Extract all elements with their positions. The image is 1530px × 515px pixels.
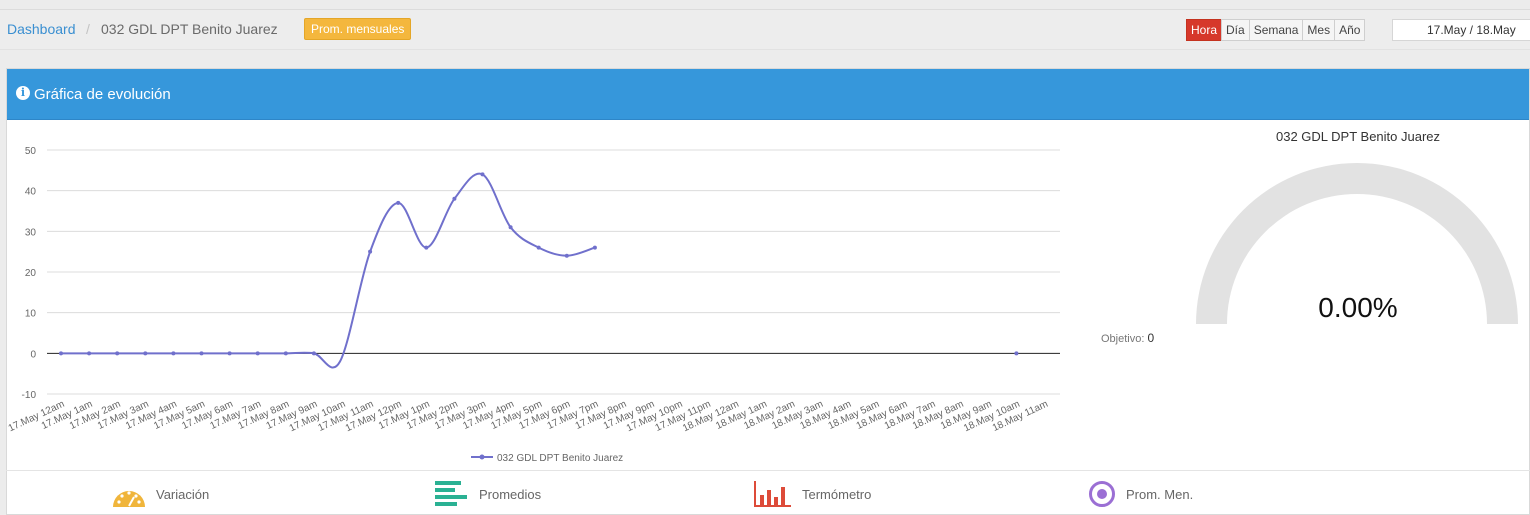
y-tick-label: 50: [25, 146, 37, 157]
data-point[interactable]: [424, 245, 429, 250]
data-point[interactable]: [480, 172, 485, 177]
data-point[interactable]: [283, 351, 288, 356]
y-tick-label: -10: [22, 390, 37, 401]
period-day-button[interactable]: Día: [1221, 19, 1250, 41]
bars-horizontal-icon: [435, 481, 467, 506]
data-point[interactable]: [452, 196, 457, 201]
data-point[interactable]: [1014, 351, 1019, 356]
y-tick-label: 20: [25, 268, 37, 279]
period-year-button[interactable]: Año: [1334, 19, 1366, 41]
variation-tab[interactable]: Variación: [112, 480, 209, 508]
averages-label: Promedios: [479, 486, 542, 502]
monthly-avg-tab[interactable]: Prom. Men.: [1088, 480, 1193, 508]
period-hour-button[interactable]: Hora: [1186, 19, 1223, 41]
target-icon: [1089, 481, 1115, 507]
averages-tab[interactable]: Promedios: [435, 480, 541, 508]
gauge-chart: [1196, 163, 1518, 324]
data-point[interactable]: [59, 351, 63, 356]
data-point[interactable]: [87, 351, 92, 356]
objective-label: Objetivo: 0: [1101, 331, 1154, 345]
footer-divider: [6, 470, 1530, 471]
chart-legend[interactable]: 032 GDL DPT Benito Juarez: [471, 453, 623, 464]
data-point[interactable]: [508, 225, 513, 230]
data-point[interactable]: [171, 351, 176, 356]
date-range-picker[interactable]: 17.May / 18.May: [1392, 19, 1530, 41]
breadcrumb-home-link[interactable]: Dashboard: [7, 21, 76, 37]
data-point[interactable]: [592, 245, 597, 250]
thermometer-tab[interactable]: Termómetro: [754, 480, 871, 508]
legend-entry: 032 GDL DPT Benito Juarez: [497, 453, 623, 464]
objective-text: Objetivo:: [1101, 333, 1145, 345]
objective-value: 0: [1147, 331, 1155, 345]
gauge-title: 032 GDL DPT Benito Juarez: [1275, 129, 1441, 144]
evolution-panel: i Gráfica de evolución: [6, 68, 1530, 515]
gauge-track: [1196, 163, 1518, 324]
panel-header: i Gráfica de evolución: [7, 69, 1529, 120]
breadcrumb-current: 032 GDL DPT Benito Juarez: [101, 21, 278, 37]
variation-label: Variación: [156, 486, 210, 502]
data-point[interactable]: [199, 351, 204, 356]
data-point[interactable]: [115, 351, 120, 356]
monthly-avg-label: Prom. Men.: [1126, 486, 1194, 502]
data-point[interactable]: [227, 351, 232, 356]
period-selector: Hora Día Semana Mes Año: [1186, 19, 1366, 41]
period-week-button[interactable]: Semana: [1248, 19, 1304, 41]
y-tick-label: 30: [25, 227, 37, 238]
y-tick-label: 40: [25, 187, 37, 198]
bar-chart-icon: [754, 481, 791, 507]
data-point[interactable]: [255, 351, 260, 356]
y-tick-label: 10: [25, 309, 37, 320]
speedometer-icon: [113, 491, 145, 507]
data-point[interactable]: [564, 253, 569, 258]
thermometer-label: Termómetro: [802, 486, 872, 502]
top-bar: Dashboard / 032 GDL DPT Benito Juarez Pr…: [0, 9, 1530, 50]
info-icon: i: [16, 86, 30, 100]
data-point[interactable]: [396, 200, 401, 205]
breadcrumb-separator: /: [86, 21, 90, 37]
series-line: [61, 172, 596, 369]
panel-title: Gráfica de evolución: [34, 86, 171, 103]
monthly-averages-badge[interactable]: Prom. mensuales: [304, 18, 412, 40]
data-point[interactable]: [311, 351, 316, 356]
period-month-button[interactable]: Mes: [1302, 19, 1336, 41]
data-point[interactable]: [368, 249, 373, 254]
gauge-value: 0.00%: [1318, 292, 1398, 323]
y-tick-label: 0: [30, 349, 36, 360]
data-point[interactable]: [143, 351, 148, 356]
data-point[interactable]: [536, 245, 541, 250]
